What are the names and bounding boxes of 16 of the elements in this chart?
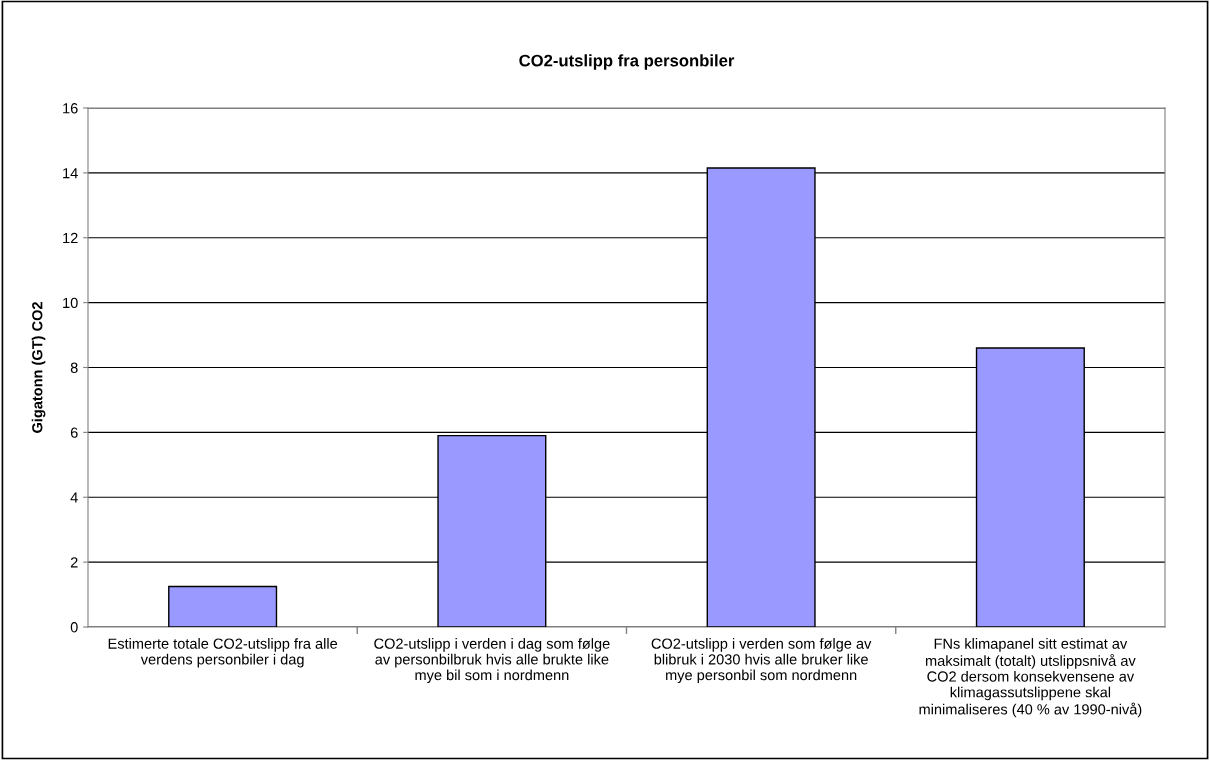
bar <box>168 585 278 627</box>
x-tick-label: FNs klimapanel sitt estimat av maksimalt (totalt) utslippsnivå av CO2 dersom konsekvensene av klimagassutslippene skal minimaliseres (40 % av 1990-nivå) <box>919 638 1142 718</box>
y-tick-label: 12 <box>63 232 78 244</box>
x-tick-label: CO2-utslipp i verden som følge av blibruk i 2030 hvis alle bruker like mye personbil som nordmenn <box>651 638 872 684</box>
y-tick-label: 2 <box>70 557 78 568</box>
chart-title: CO2-utslipp fra personbiler <box>519 54 735 70</box>
y-tick-label: 14 <box>63 168 78 179</box>
x-tick-label: Estimerte totale CO2-utslipp fra alle verdens personbiler i dag <box>108 638 338 668</box>
y-tick-label: 4 <box>70 492 78 503</box>
y-tick-label: 16 <box>63 103 78 114</box>
y-tick-label: 8 <box>70 362 78 373</box>
y-tick-label: 10 <box>63 297 78 309</box>
y-tick-label: 0 <box>70 622 78 633</box>
y-axis-title: Gigatonn (GT) CO2 <box>31 302 46 433</box>
y-tick-label: 6 <box>70 427 78 438</box>
x-tick-label: CO2-utslipp i verden i dag som følge av personbilbruk hvis alle brukte like mye bil som i nordmenn <box>374 638 610 684</box>
